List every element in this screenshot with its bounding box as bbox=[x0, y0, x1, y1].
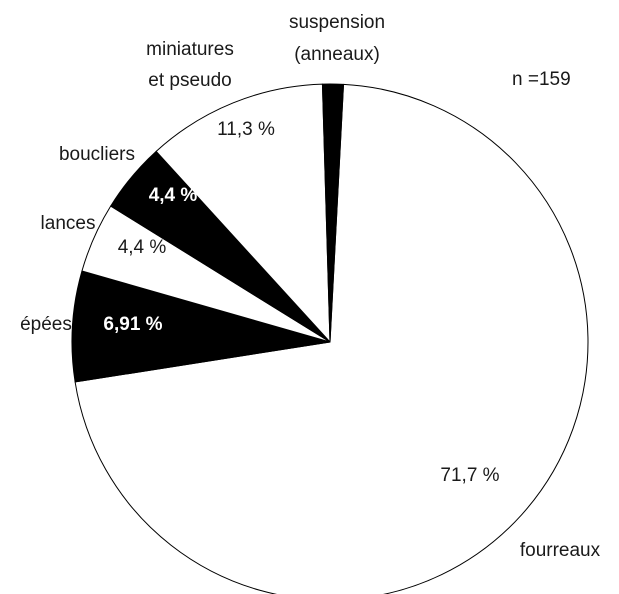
value-label-boucliers: 4,4 % bbox=[149, 185, 198, 206]
pie-slice-fourreaux bbox=[74, 83, 589, 594]
sample-size-label: n =159 bbox=[512, 69, 571, 90]
category-labels: fourreaux épées lances boucliers miniatures e… bbox=[20, 12, 601, 561]
pie-slices bbox=[71, 83, 589, 594]
category-label-boucliers: boucliers bbox=[59, 144, 135, 165]
value-label-epees: 6,91 % bbox=[103, 314, 162, 335]
pie-slice-epees bbox=[71, 270, 331, 383]
value-labels: 71,7 % 6,91 % 4,4 % 4,4 % 11,3 % bbox=[103, 119, 499, 486]
category-label-fourreaux: fourreaux bbox=[520, 540, 601, 561]
value-label-fourreaux: 71,7 % bbox=[440, 465, 499, 486]
category-label-lances: lances bbox=[41, 213, 96, 234]
pie-slice-miniatures bbox=[155, 83, 331, 343]
category-label-miniatures-line-2: et pseudo bbox=[148, 70, 231, 91]
value-label-lances: 4,4 % bbox=[118, 237, 167, 258]
value-label-miniatures: 11,3 % bbox=[217, 119, 275, 140]
category-label-epees: épées bbox=[20, 314, 72, 335]
pie-slice-suspension bbox=[321, 83, 344, 343]
category-label-miniatures-line-1: miniatures bbox=[146, 39, 234, 60]
category-label-suspension-line-1: suspension bbox=[289, 12, 385, 33]
category-label-suspension-line-2: (anneaux) bbox=[294, 44, 380, 65]
